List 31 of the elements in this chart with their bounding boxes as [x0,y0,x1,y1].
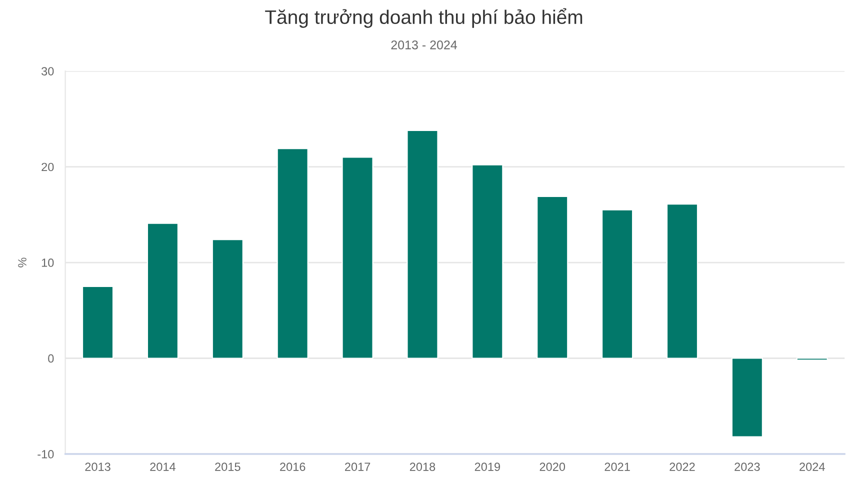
x-tick-label: 2014 [150,462,176,471]
x-tick-label: 2023 [734,462,760,471]
x-tick-label: 2015 [215,462,240,471]
x-tick-label: 2019 [474,462,500,471]
x-tick-label: 2024 [800,462,825,471]
bar [276,148,308,359]
y-tick-label: 30 [42,67,54,76]
bar [212,238,244,359]
bar [406,130,438,359]
x-tick-label: 2022 [670,462,695,471]
bar [731,358,764,438]
y-tick-label: 10 [42,258,54,267]
chart-title: Tăng trưởng doanh thu phí bảo hiểm [265,8,582,28]
bar [536,196,568,359]
bar [146,222,179,359]
x-tick-label: 2017 [345,462,370,471]
y-axis-title: % [18,258,26,268]
x-tick-label: 2020 [540,462,566,471]
x-tick-label: 2018 [410,462,436,471]
bar [666,204,698,359]
x-tick-label: 2016 [280,462,306,471]
y-tick-label: 20 [42,162,54,172]
bar [342,156,374,359]
y-tick-label: 0 [48,354,54,363]
bar [472,164,504,359]
bar [82,286,114,359]
x-tick-label: 2021 [604,462,630,471]
x-tick-label: 2013 [85,462,110,471]
y-tick-label: -10 [38,450,54,458]
bar [601,209,634,359]
chart-subtitle: 2013 - 2024 [391,40,457,50]
